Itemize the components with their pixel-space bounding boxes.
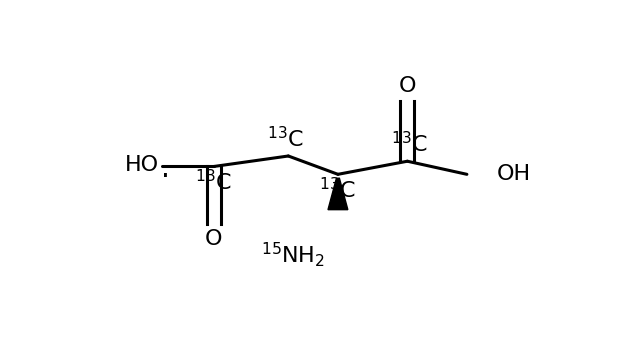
Text: O: O: [205, 229, 223, 249]
Text: $^{13}$C: $^{13}$C: [195, 169, 232, 194]
Text: $^{13}$C: $^{13}$C: [392, 131, 428, 156]
Text: $^{15}$NH$_2$: $^{15}$NH$_2$: [261, 240, 325, 269]
Text: .: .: [161, 155, 170, 183]
Text: $^{13}$C: $^{13}$C: [319, 177, 356, 202]
Text: OH: OH: [497, 164, 531, 184]
Text: O: O: [399, 76, 416, 96]
Polygon shape: [328, 178, 348, 210]
Text: $^{13}$C: $^{13}$C: [268, 125, 304, 151]
Text: HO: HO: [125, 155, 159, 175]
